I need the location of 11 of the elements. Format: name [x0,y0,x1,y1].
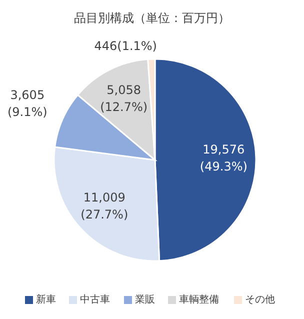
legend-label: 車輌整備 [179,294,219,306]
data-label: 5,058 (12.7%) [100,83,148,114]
data-label: 446(1.1%) [94,39,158,54]
legend-label: その他 [245,294,275,306]
legend-label: 新車 [36,294,56,306]
legend-label: 業販 [135,294,155,306]
data-label: 19,576 (49.3%) [200,142,248,174]
data-label: 3,605 (9.1%) [7,88,48,120]
legend-label: 中古車 [80,294,110,306]
data-label: 11,009 (27.7%) [80,190,128,222]
chart-title: 品目別構成（単位：百万円） [74,11,230,25]
